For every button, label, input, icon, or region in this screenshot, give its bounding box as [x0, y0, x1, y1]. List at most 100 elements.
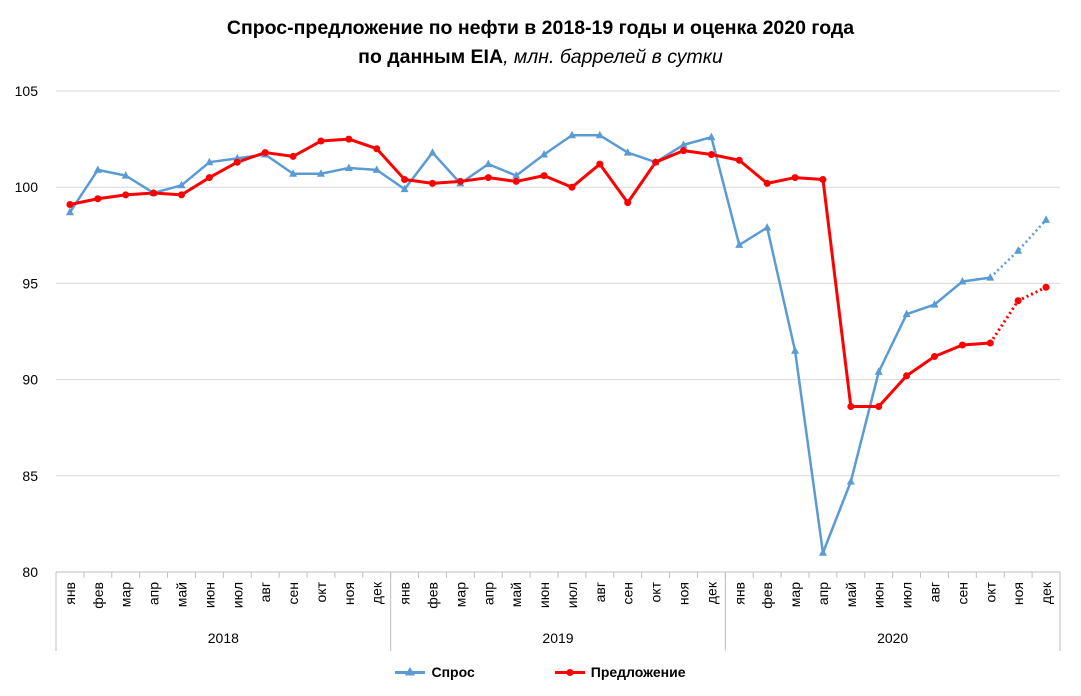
y-tick-label: 105 [15, 83, 39, 99]
grid [56, 90, 1060, 477]
data-point-supply [178, 191, 185, 199]
data-point-supply [903, 372, 911, 380]
data-point-supply [150, 189, 158, 197]
data-point-demand [428, 148, 437, 156]
series-line-forecast-0 [989, 219, 1047, 279]
data-point-supply [94, 195, 102, 203]
x-tick-label: авг [592, 582, 608, 602]
data-point-supply [401, 176, 409, 184]
data-point-demand [623, 148, 632, 156]
data-point-demand [1014, 246, 1023, 254]
x-tick-label: ноя [1010, 582, 1026, 605]
data-point-supply [261, 149, 269, 157]
x-tick-label: сен [620, 582, 636, 605]
data-point-supply [791, 174, 799, 182]
legend-item-supply: Предложение [554, 664, 686, 680]
data-point-demand [791, 346, 800, 354]
data-point-demand [567, 130, 576, 139]
data-point-supply [484, 174, 492, 182]
data-point-demand [205, 157, 214, 166]
data-point-demand [289, 169, 298, 177]
data-point-supply [373, 145, 381, 153]
data-point-supply [958, 341, 966, 349]
x-axis: янв фев мар апр май июн июл авг сен окт ноя дек янв ф… [55, 571, 1061, 651]
x-tick-label: дек [1038, 581, 1054, 604]
data-point-supply [289, 152, 297, 160]
x-tick-label: ноя [676, 582, 692, 605]
data-point-demand [846, 477, 855, 485]
x-tick-label: июн [201, 582, 217, 608]
data-point-demand [372, 165, 381, 173]
x-tick-label: фев [425, 582, 441, 609]
data-point-demand [1042, 215, 1051, 223]
data-point-demand [344, 163, 353, 171]
legend: Спрос Предложение [0, 664, 1081, 680]
data-point-demand [93, 165, 102, 173]
data-point-supply [1042, 283, 1050, 291]
data-point-demand [595, 130, 604, 139]
data-point-demand [65, 207, 74, 216]
x-tick-label: окт [648, 581, 664, 602]
y-tick-label: 80 [22, 564, 38, 580]
x-tick-label: фев [759, 582, 775, 609]
data-point-supply [317, 137, 325, 145]
data-point-demand [707, 132, 716, 141]
legend-swatch-supply [554, 666, 585, 678]
data-point-demand [512, 171, 521, 179]
data-point-demand [316, 169, 325, 177]
data-point-demand [874, 367, 883, 375]
data-point-supply [568, 183, 576, 191]
x-tick-label: мар [452, 582, 468, 607]
data-point-supply [652, 158, 660, 166]
x-tick-label: апр [480, 582, 496, 605]
data-point-demand [958, 276, 967, 285]
x-tick-label: май [843, 582, 859, 607]
data-point-supply [819, 176, 827, 184]
data-point-supply [122, 191, 130, 199]
data-point-supply [66, 201, 74, 209]
x-tick-label: сен [285, 582, 301, 605]
x-tick-label: апр [815, 582, 831, 605]
x-tick-label: июл [564, 582, 580, 608]
x-tick-label: июл [899, 582, 915, 608]
chart-title-line1: Спрос-предложение по нефти в 2018-19 год… [226, 17, 855, 39]
x-tick-label: дек [703, 581, 719, 604]
data-point-supply [763, 179, 771, 187]
data-point-supply [875, 403, 883, 411]
data-point-supply [931, 353, 938, 361]
data-point-supply [624, 199, 632, 207]
y-axis: 80 85 90 95 100 105 [15, 83, 39, 580]
legend-label-demand: Спрос [431, 664, 475, 680]
legend-item-demand: Спрос [395, 664, 475, 680]
data-point-supply [456, 177, 464, 185]
series-markers [65, 130, 1051, 556]
x-tick-label: апр [146, 582, 162, 605]
year-label: 2019 [542, 630, 573, 646]
data-point-supply [512, 177, 520, 185]
data-point-supply [680, 147, 687, 155]
data-point-demand [735, 240, 744, 248]
x-tick-label: дек [369, 581, 385, 604]
data-point-demand [400, 184, 409, 193]
data-point-demand [763, 223, 772, 231]
data-point-supply [596, 160, 604, 168]
chart-title: Спрос-предложение по нефти в 2018-19 год… [0, 14, 1081, 72]
series-line-forecast-1 [989, 285, 1047, 344]
x-tick-label: янв [731, 582, 747, 605]
y-tick-label: 100 [15, 179, 39, 195]
y-tick-label: 95 [22, 275, 38, 291]
series-line-0 [68, 134, 991, 555]
x-tick-label: янв [397, 582, 413, 605]
data-point-demand [121, 171, 130, 179]
data-point-demand [902, 309, 911, 318]
x-tick-label: мар [118, 582, 134, 607]
x-tick-label: июл [229, 582, 245, 608]
x-tick-label: май [508, 582, 524, 607]
x-tick-label: окт [982, 581, 998, 602]
data-point-demand [679, 140, 688, 148]
chart-title-line2: по данным EIA, млн. баррелей в сутки [0, 43, 1081, 72]
x-tick-label: июн [536, 582, 552, 608]
data-point-demand [177, 180, 186, 189]
series-lines [68, 134, 1047, 555]
